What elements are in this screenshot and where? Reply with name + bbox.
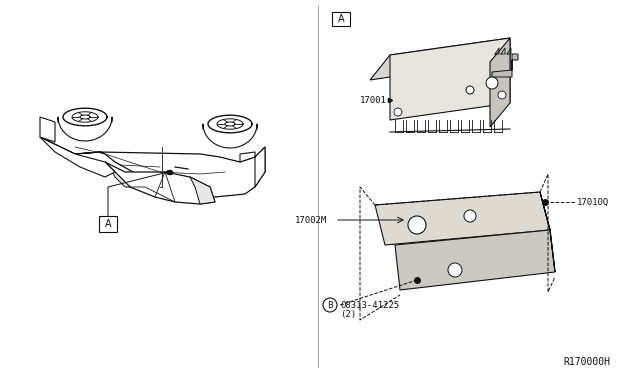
Circle shape [448, 263, 462, 277]
Circle shape [394, 108, 402, 116]
Polygon shape [105, 162, 215, 204]
Circle shape [498, 91, 506, 99]
Polygon shape [190, 177, 215, 204]
Polygon shape [40, 117, 55, 142]
Bar [332, 12, 350, 26]
Polygon shape [40, 137, 115, 177]
Text: A: A [105, 219, 111, 229]
Polygon shape [390, 38, 510, 120]
Text: 17001: 17001 [360, 96, 387, 105]
Circle shape [323, 298, 337, 312]
Circle shape [408, 216, 426, 234]
Polygon shape [240, 147, 265, 187]
Circle shape [486, 77, 498, 89]
Text: 17010Q: 17010Q [577, 198, 609, 206]
Polygon shape [395, 230, 555, 290]
Text: 08313-41225: 08313-41225 [340, 301, 399, 310]
Text: (2): (2) [340, 310, 356, 318]
Circle shape [466, 86, 474, 94]
Bar [99, 216, 117, 232]
Polygon shape [492, 54, 518, 77]
Polygon shape [40, 137, 265, 197]
Polygon shape [375, 192, 550, 245]
Circle shape [464, 210, 476, 222]
Text: 17002M: 17002M [295, 215, 327, 224]
Text: R170000H: R170000H [563, 357, 610, 367]
Polygon shape [490, 38, 510, 127]
Polygon shape [540, 192, 555, 272]
Text: A: A [338, 14, 344, 24]
Polygon shape [370, 38, 510, 80]
Polygon shape [105, 162, 130, 187]
Text: B: B [327, 301, 333, 310]
